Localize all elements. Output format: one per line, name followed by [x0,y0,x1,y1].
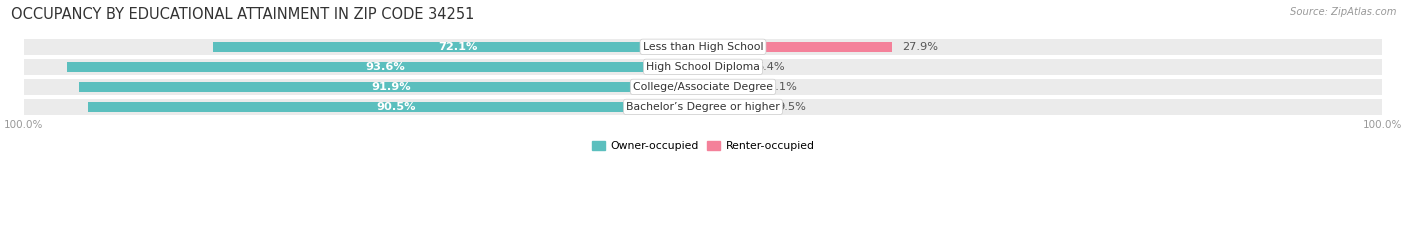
Bar [89,102,703,112]
Text: 27.9%: 27.9% [903,42,939,52]
Text: Less than High School: Less than High School [643,42,763,52]
Bar [24,59,703,75]
Text: College/Associate Degree: College/Associate Degree [633,82,773,92]
Bar [703,102,768,112]
Bar [79,82,703,92]
Text: 6.4%: 6.4% [756,62,786,72]
Text: Source: ZipAtlas.com: Source: ZipAtlas.com [1289,7,1396,17]
Text: 90.5%: 90.5% [375,102,415,112]
Text: 8.1%: 8.1% [768,82,797,92]
Bar [703,59,1382,75]
Bar [703,62,747,72]
Bar [67,62,703,72]
Bar [24,79,703,95]
Text: OCCUPANCY BY EDUCATIONAL ATTAINMENT IN ZIP CODE 34251: OCCUPANCY BY EDUCATIONAL ATTAINMENT IN Z… [11,7,475,22]
Bar [24,39,703,55]
Bar [703,99,1382,115]
Text: 93.6%: 93.6% [366,62,405,72]
Text: High School Diploma: High School Diploma [647,62,759,72]
Text: 72.1%: 72.1% [439,42,478,52]
Text: 91.9%: 91.9% [371,82,411,92]
Bar [703,79,1382,95]
Bar [214,42,703,52]
Legend: Owner-occupied, Renter-occupied: Owner-occupied, Renter-occupied [588,136,818,156]
Bar [24,99,703,115]
Text: Bachelor’s Degree or higher: Bachelor’s Degree or higher [626,102,780,112]
Bar [703,42,893,52]
Bar [703,39,1382,55]
Text: 9.5%: 9.5% [778,102,807,112]
Bar [703,82,758,92]
